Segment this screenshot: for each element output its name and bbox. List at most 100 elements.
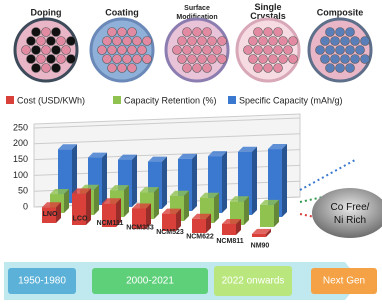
grain bbox=[113, 55, 122, 64]
grain bbox=[32, 28, 41, 37]
timeline-label: Next Gen bbox=[323, 276, 365, 287]
grain bbox=[249, 55, 258, 64]
grain bbox=[321, 37, 330, 46]
grain bbox=[27, 37, 36, 46]
bar-side bbox=[184, 191, 189, 221]
grain bbox=[254, 28, 263, 37]
grain bbox=[351, 37, 360, 46]
grain bbox=[57, 37, 66, 46]
grain bbox=[98, 46, 107, 55]
grain bbox=[259, 37, 268, 46]
grain bbox=[52, 46, 61, 55]
grain bbox=[188, 37, 197, 46]
y-tick-label: 200 bbox=[13, 138, 28, 148]
grain bbox=[193, 28, 202, 37]
grain bbox=[259, 55, 268, 64]
grain bbox=[326, 64, 335, 73]
grain bbox=[264, 46, 273, 55]
grain bbox=[264, 64, 273, 73]
x-tick-label: NCM111 bbox=[97, 220, 124, 227]
grain bbox=[118, 28, 127, 37]
grain bbox=[346, 46, 355, 55]
grain bbox=[108, 28, 117, 37]
x-tick-label: NCM811 bbox=[216, 238, 243, 245]
timeline-label: 2000-2021 bbox=[126, 276, 174, 287]
grain bbox=[208, 37, 217, 46]
grain bbox=[67, 55, 76, 64]
bar-front bbox=[222, 224, 236, 235]
timeline-label: 2022 onwards bbox=[222, 276, 285, 287]
grain bbox=[264, 28, 273, 37]
bar-front bbox=[260, 205, 274, 227]
y-tick-label: 50 bbox=[18, 186, 28, 196]
x-tick-label: NCM523 bbox=[156, 229, 184, 236]
grain bbox=[103, 55, 112, 64]
grain bbox=[331, 55, 340, 64]
grain bbox=[203, 28, 212, 37]
grain bbox=[218, 37, 227, 46]
bar bbox=[162, 209, 181, 231]
x-tick-label: NM90 bbox=[251, 242, 270, 249]
grain bbox=[42, 64, 51, 73]
grain bbox=[274, 64, 283, 73]
grain bbox=[361, 37, 370, 46]
grain bbox=[336, 46, 345, 55]
grain bbox=[326, 28, 335, 37]
grain bbox=[128, 46, 137, 55]
grain bbox=[346, 64, 355, 73]
grain bbox=[274, 28, 283, 37]
grain bbox=[331, 37, 340, 46]
grain bbox=[47, 55, 56, 64]
grain bbox=[123, 55, 132, 64]
grain bbox=[113, 37, 122, 46]
grain bbox=[133, 37, 142, 46]
grain bbox=[356, 46, 365, 55]
grain bbox=[183, 64, 192, 73]
x-tick-label: LCO bbox=[73, 215, 88, 222]
grain bbox=[269, 37, 278, 46]
grain bbox=[326, 46, 335, 55]
grain bbox=[108, 46, 117, 55]
bar-side bbox=[214, 193, 219, 223]
bar-side bbox=[192, 154, 197, 211]
grain bbox=[254, 64, 263, 73]
grain bbox=[143, 37, 152, 46]
legend-label: Capacity Retention (%) bbox=[124, 95, 217, 105]
grain bbox=[289, 55, 298, 64]
grain bbox=[193, 46, 202, 55]
grain bbox=[341, 55, 350, 64]
grain bbox=[274, 46, 283, 55]
grain bbox=[244, 46, 253, 55]
grain bbox=[279, 55, 288, 64]
bar-side bbox=[162, 157, 167, 209]
bar-side bbox=[124, 185, 129, 217]
grain bbox=[118, 64, 127, 73]
bar-side bbox=[102, 153, 107, 205]
grain bbox=[249, 37, 258, 46]
grain bbox=[52, 28, 61, 37]
bar bbox=[222, 219, 241, 235]
x-tick-label: NCM622 bbox=[186, 233, 214, 240]
legend-swatch bbox=[113, 96, 121, 104]
grain bbox=[42, 46, 51, 55]
grain bbox=[346, 28, 355, 37]
grain bbox=[27, 55, 36, 64]
grain bbox=[42, 28, 51, 37]
y-tick-label: 0 bbox=[23, 201, 28, 211]
grain bbox=[103, 37, 112, 46]
bar bbox=[252, 229, 271, 237]
grain bbox=[213, 46, 222, 55]
legend-label: Specific Capacity (mAh/g) bbox=[239, 95, 343, 105]
bar bbox=[192, 214, 211, 233]
grain bbox=[336, 64, 345, 73]
bar-side bbox=[154, 187, 159, 219]
grain bbox=[269, 55, 278, 64]
grain bbox=[208, 55, 217, 64]
grain bbox=[37, 55, 46, 64]
grain bbox=[133, 55, 142, 64]
grain bbox=[32, 64, 41, 73]
grain bbox=[351, 55, 360, 64]
grain bbox=[108, 64, 117, 73]
grain bbox=[203, 64, 212, 73]
y-tick-label: 100 bbox=[13, 170, 28, 180]
